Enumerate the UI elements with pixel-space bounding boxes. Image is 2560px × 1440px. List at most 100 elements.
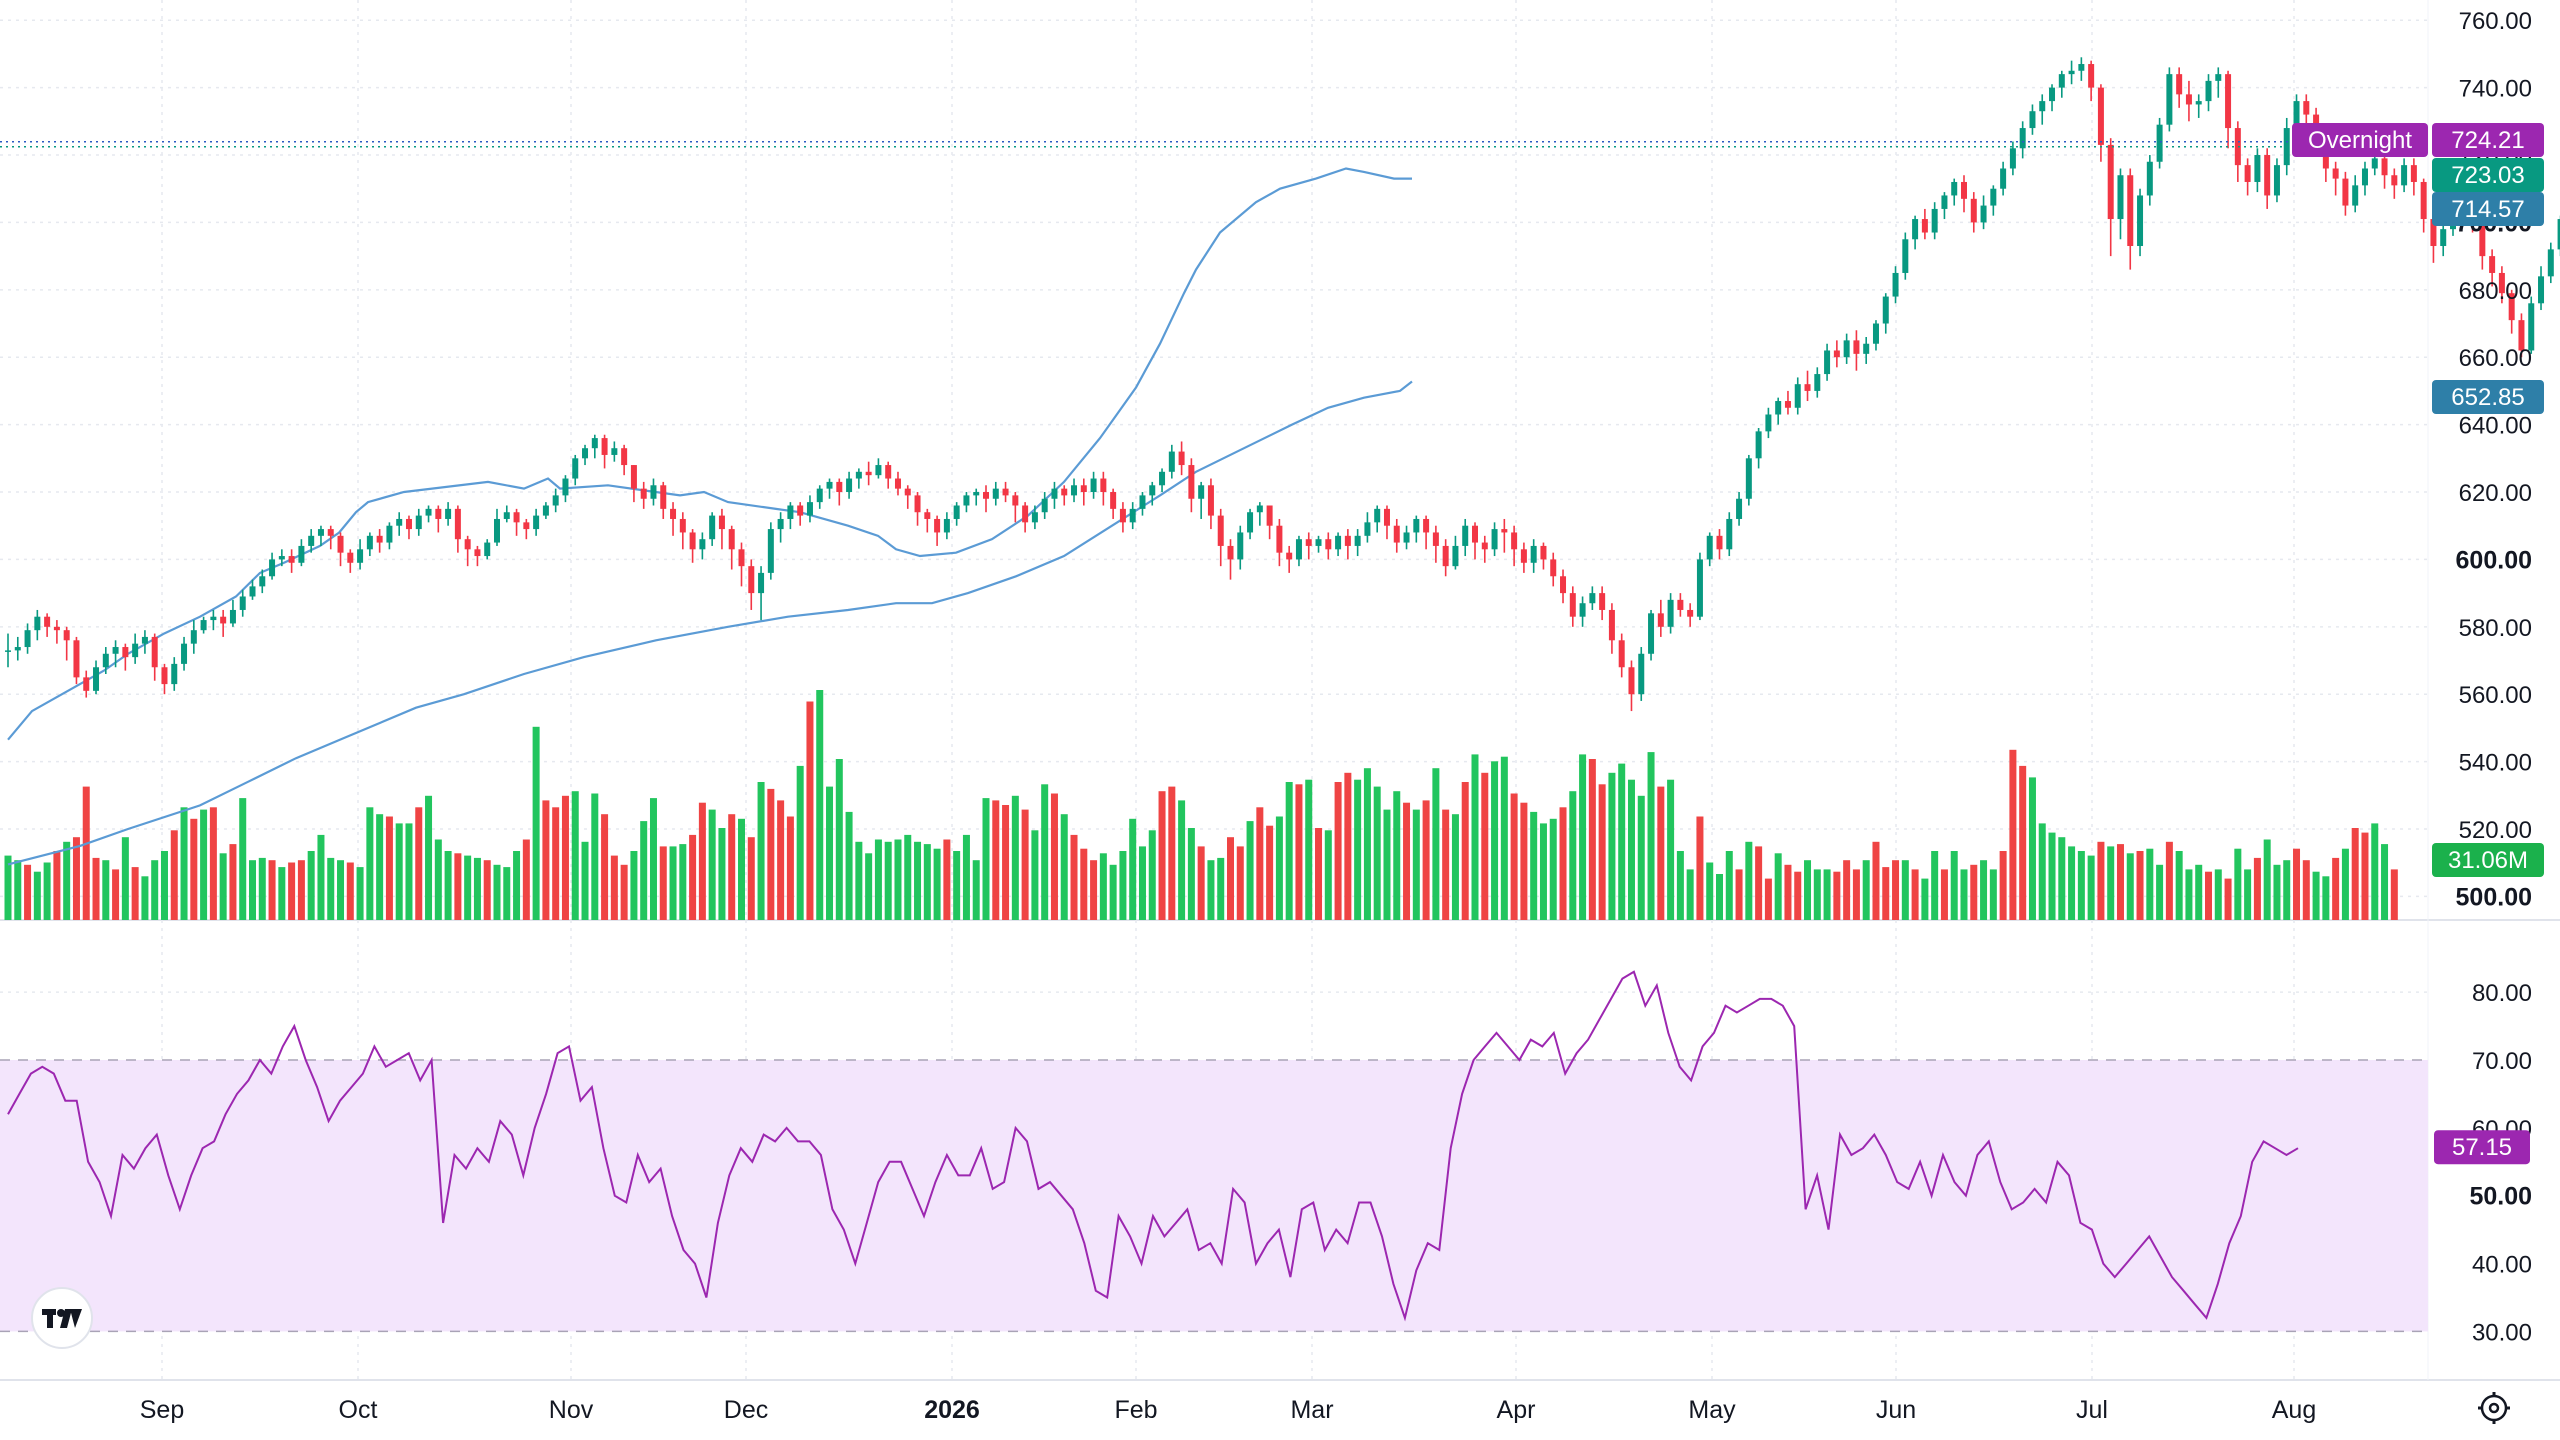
price-axis-label: 640.00 — [2459, 413, 2532, 440]
candle-body — [1540, 545, 1547, 560]
volume-bar — [288, 862, 296, 920]
volume-bar — [1119, 851, 1127, 920]
rsi-value-tag — [2434, 1130, 2530, 1165]
candle-body — [1364, 522, 1371, 536]
volume-bar — [1315, 828, 1323, 920]
candle-body — [983, 492, 989, 499]
volume-bar — [1481, 772, 1489, 920]
volume-bar — [630, 851, 638, 920]
tradingview-logo[interactable] — [31, 1287, 93, 1349]
volume-bar — [53, 851, 61, 920]
settings-gear-icon[interactable] — [2478, 1392, 2510, 1424]
volume-bar — [121, 837, 129, 920]
candle-body — [2508, 293, 2515, 321]
candle-body — [552, 495, 559, 506]
volume-bar — [2068, 846, 2076, 920]
volume-bar — [767, 788, 775, 920]
candle-body — [2019, 128, 2026, 149]
candle-body — [1305, 539, 1312, 546]
volume-bar — [2038, 823, 2046, 920]
candle-body — [1178, 451, 1185, 466]
rsi-axis-label: 50.00 — [2469, 1183, 2532, 1211]
candle-body — [1550, 559, 1557, 577]
candle-body — [1511, 532, 1518, 550]
volume-bar — [2341, 848, 2349, 920]
volume-bar — [1696, 816, 1704, 920]
volume-bar — [180, 807, 188, 920]
candle-body — [513, 512, 520, 523]
volume-bar — [2009, 749, 2017, 920]
volume-bar — [659, 846, 667, 920]
time-axis-label: Sep — [140, 1396, 184, 1424]
rsi-line — [7, 970, 2299, 1322]
candle-body — [2538, 276, 2545, 304]
volume-bar — [2058, 837, 2066, 920]
volume-bar — [1422, 800, 1430, 920]
volume-bar — [1892, 860, 1900, 920]
candle-body — [2342, 178, 2349, 206]
volume-bar — [2136, 851, 2144, 920]
candle-body — [1980, 205, 1987, 223]
candle-body — [1765, 414, 1772, 432]
candle-body — [1041, 498, 1048, 513]
candle-body — [2381, 158, 2388, 176]
volume-bar — [1403, 802, 1411, 920]
volume-bar — [1217, 857, 1225, 920]
candle-body — [2479, 215, 2486, 257]
candle-body — [2254, 155, 2261, 182]
candle-body — [1237, 532, 1244, 560]
candle-body — [386, 525, 393, 543]
rsi-band — [0, 1059, 2428, 1333]
candle-body — [2156, 124, 2163, 162]
candle-body — [1266, 505, 1273, 526]
volume-bar — [2293, 848, 2301, 920]
candle-body — [2547, 249, 2554, 277]
volume-bar — [1735, 869, 1743, 920]
candle-body — [2127, 175, 2134, 247]
candle-body — [816, 488, 823, 503]
volume-bar — [904, 834, 912, 920]
candle-body — [2000, 168, 2007, 189]
volume-bar — [1138, 846, 1146, 920]
candle-body — [2088, 64, 2095, 88]
candle-body — [533, 515, 540, 530]
candle-body — [758, 572, 765, 594]
candle-body — [1657, 613, 1664, 627]
volume-bar — [1432, 768, 1440, 920]
volume-bars — [4, 690, 2398, 920]
volume-bar — [1774, 853, 1782, 920]
candle-body — [562, 478, 569, 496]
candle-body — [992, 488, 999, 499]
volume-bar — [1960, 869, 1968, 920]
volume-bar — [1520, 802, 1528, 920]
volume-bar — [826, 786, 834, 920]
volume-bar — [982, 798, 990, 920]
candle-body — [787, 505, 794, 519]
candle-body — [1354, 535, 1361, 546]
volume-bar — [2381, 844, 2389, 920]
candle-body — [1677, 599, 1684, 610]
time-axis-label: 2026 — [924, 1396, 980, 1424]
volume-bar — [1579, 754, 1587, 920]
candle-body — [2058, 74, 2065, 88]
volume-bar — [2390, 869, 2398, 920]
candle-body — [396, 518, 403, 526]
time-axis-label: Aug — [2272, 1396, 2316, 1424]
volume-bar — [1090, 860, 1098, 920]
candle-body — [210, 616, 217, 621]
candle-body — [1452, 545, 1459, 567]
candle-body — [1589, 593, 1596, 604]
candle-body — [767, 529, 774, 573]
candle-body — [73, 640, 80, 678]
volume-bar — [992, 800, 1000, 920]
volume-bar — [1725, 851, 1733, 920]
volume-bar — [1442, 809, 1450, 920]
candle-body — [1462, 525, 1469, 546]
volume-bar — [473, 857, 481, 920]
candle-body — [1325, 539, 1332, 550]
price-tag-ma_slow — [2432, 380, 2544, 414]
candle-body — [1872, 323, 1879, 344]
candle-body — [650, 485, 657, 499]
rsi-axis-label: 80.00 — [2472, 980, 2532, 1007]
